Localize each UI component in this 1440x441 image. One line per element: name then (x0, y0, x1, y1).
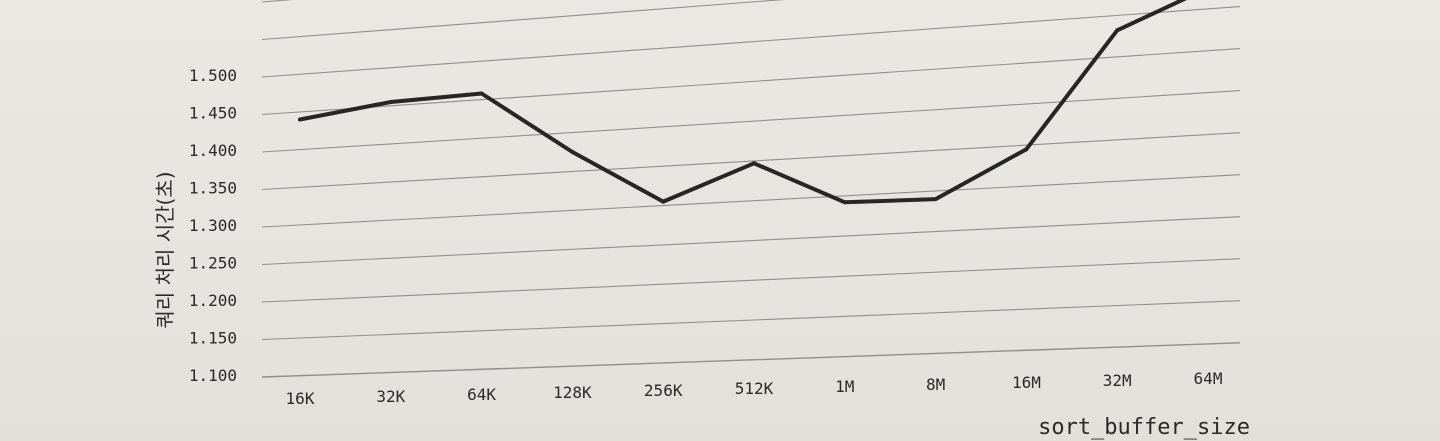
y-tick-label: 1.450 (189, 104, 237, 123)
x-tick-label: 8M (926, 375, 945, 394)
gridline (261, 342, 1241, 378)
y-tick-label: 1.100 (189, 366, 237, 385)
data-point (1115, 28, 1120, 33)
x-tick-label: 1M (835, 377, 854, 396)
series-layer (298, 0, 1187, 205)
y-tick-label: 1.350 (189, 179, 237, 198)
x-tick-label: 256K (644, 381, 683, 400)
gridline (261, 300, 1241, 341)
gridline (261, 90, 1241, 153)
y-tick-label: 1.500 (189, 66, 237, 85)
x-tick-label: 16K (286, 389, 315, 408)
gridline (261, 132, 1241, 191)
x-axis-ticks: 16K 32K 64K 128K 256K 512K 1M 8M 16M 32M 64M (286, 369, 1223, 408)
data-point (842, 200, 847, 205)
x-axis-title: sort_buffer_size (1038, 415, 1250, 440)
x-tick-label: 64K (467, 385, 496, 404)
y-tick-label: 1.150 (189, 329, 237, 348)
x-tick-label: 16M (1012, 373, 1041, 392)
x-tick-label: 64M (1194, 369, 1223, 388)
gridline (261, 6, 1241, 78)
y-tick-label: 1.250 (189, 254, 237, 273)
gridline (261, 0, 785, 41)
data-point (752, 161, 756, 166)
x-tick-label: 128K (553, 383, 592, 402)
gridlines (261, 0, 1241, 378)
x-tick-label: 512K (735, 379, 774, 398)
data-point (661, 199, 666, 204)
y-axis-ticks: 1.100 1.150 1.200 1.250 1.300 1.350 1.400 1.450… (189, 66, 237, 385)
gridline (261, 216, 1241, 266)
x-tick-label: 32M (1103, 371, 1132, 390)
gridline (261, 174, 1241, 228)
y-axis-title: 쿼리 처리 시간(초) (153, 171, 177, 328)
x-tick-label: 32K (376, 387, 405, 406)
data-point (298, 117, 302, 122)
gridline (261, 258, 1241, 303)
y-tick-label: 1.400 (189, 141, 237, 160)
data-point (388, 100, 393, 104)
data-point (933, 197, 938, 202)
y-tick-label: 1.200 (189, 291, 237, 310)
gridline (261, 48, 1241, 116)
data-point (479, 91, 484, 96)
y-tick-label: 1.300 (189, 216, 237, 235)
data-point (570, 150, 575, 154)
data-point (1024, 147, 1029, 152)
